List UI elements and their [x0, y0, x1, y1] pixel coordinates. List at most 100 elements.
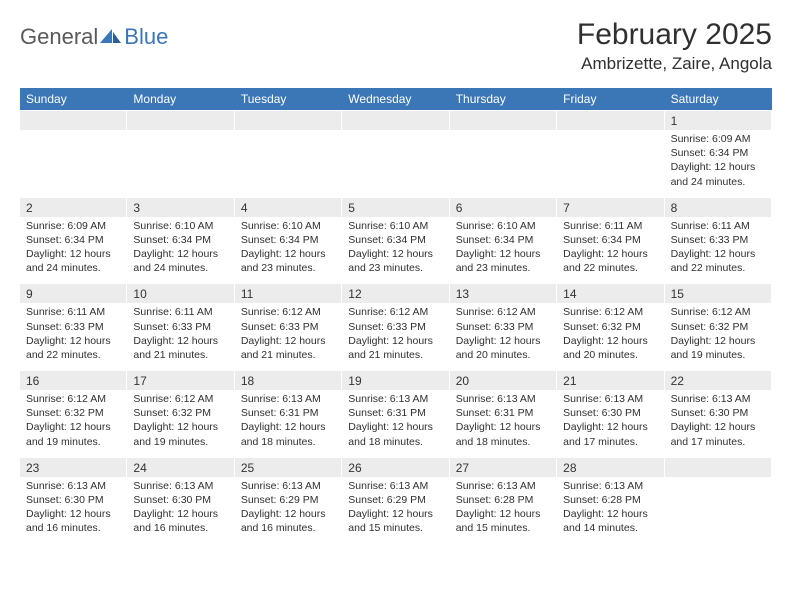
day-line: Sunset: 6:34 PM	[133, 233, 227, 247]
weekday-monday: Monday	[127, 88, 234, 110]
day-number: 24	[127, 457, 234, 477]
day-content: Sunrise: 6:11 AMSunset: 6:33 PMDaylight:…	[20, 303, 127, 370]
day-line: and 22 minutes.	[26, 348, 120, 362]
day-line: Sunset: 6:30 PM	[133, 493, 227, 507]
day-line: Sunset: 6:33 PM	[133, 320, 227, 334]
day-line: Sunrise: 6:09 AM	[671, 132, 765, 146]
day-content: Sunrise: 6:09 AMSunset: 6:34 PMDaylight:…	[665, 130, 772, 197]
day-number	[450, 110, 557, 130]
day-content: Sunrise: 6:10 AMSunset: 6:34 PMDaylight:…	[127, 217, 234, 284]
day-content: Sunrise: 6:13 AMSunset: 6:30 PMDaylight:…	[557, 390, 664, 457]
day-line: Sunrise: 6:13 AM	[241, 392, 335, 406]
day-number: 25	[235, 457, 342, 477]
day-content: Sunrise: 6:12 AMSunset: 6:32 PMDaylight:…	[665, 303, 772, 370]
day-line: and 21 minutes.	[133, 348, 227, 362]
day-line: and 24 minutes.	[26, 261, 120, 275]
day-number: 23	[20, 457, 127, 477]
day-line: Sunrise: 6:13 AM	[671, 392, 765, 406]
day-line: Sunrise: 6:13 AM	[563, 479, 657, 493]
day-line: Sunset: 6:31 PM	[241, 406, 335, 420]
day-line: Sunrise: 6:12 AM	[456, 305, 550, 319]
day-line: Sunrise: 6:11 AM	[133, 305, 227, 319]
day-line: Daylight: 12 hours	[133, 420, 227, 434]
day-line: Daylight: 12 hours	[671, 334, 765, 348]
day-line: Sunset: 6:31 PM	[348, 406, 442, 420]
day-line: Daylight: 12 hours	[133, 334, 227, 348]
day-content	[235, 130, 342, 197]
day-line: Sunset: 6:34 PM	[26, 233, 120, 247]
day-line: Daylight: 12 hours	[133, 247, 227, 261]
day-line: Sunset: 6:33 PM	[348, 320, 442, 334]
day-number: 21	[557, 370, 664, 390]
day-line: and 21 minutes.	[348, 348, 442, 362]
weekday-saturday: Saturday	[665, 88, 772, 110]
day-line: Sunset: 6:34 PM	[563, 233, 657, 247]
day-line: and 22 minutes.	[563, 261, 657, 275]
logo-sail-icon	[100, 29, 122, 45]
day-line: Sunrise: 6:13 AM	[456, 392, 550, 406]
day-line: and 17 minutes.	[563, 435, 657, 449]
day-number	[342, 110, 449, 130]
day-line: Sunset: 6:29 PM	[348, 493, 442, 507]
day-number: 7	[557, 197, 664, 217]
day-line: Sunrise: 6:12 AM	[348, 305, 442, 319]
day-line: Sunset: 6:33 PM	[241, 320, 335, 334]
day-line: Sunrise: 6:10 AM	[456, 219, 550, 233]
day-line: Daylight: 12 hours	[241, 247, 335, 261]
day-number: 20	[450, 370, 557, 390]
logo-text-blue: Blue	[124, 24, 168, 50]
day-line: and 15 minutes.	[348, 521, 442, 535]
day-content: Sunrise: 6:12 AMSunset: 6:32 PMDaylight:…	[20, 390, 127, 457]
day-content: Sunrise: 6:12 AMSunset: 6:33 PMDaylight:…	[450, 303, 557, 370]
day-content	[342, 130, 449, 197]
week-content-row: Sunrise: 6:11 AMSunset: 6:33 PMDaylight:…	[20, 303, 772, 370]
day-content: Sunrise: 6:13 AMSunset: 6:31 PMDaylight:…	[235, 390, 342, 457]
day-number: 3	[127, 197, 234, 217]
day-line: Sunrise: 6:10 AM	[133, 219, 227, 233]
day-number: 11	[235, 283, 342, 303]
weekday-wednesday: Wednesday	[342, 88, 449, 110]
day-line: Sunrise: 6:10 AM	[348, 219, 442, 233]
day-line: Sunset: 6:28 PM	[563, 493, 657, 507]
day-content	[557, 130, 664, 197]
day-line: Daylight: 12 hours	[671, 247, 765, 261]
day-line: Sunrise: 6:12 AM	[671, 305, 765, 319]
day-content: Sunrise: 6:12 AMSunset: 6:33 PMDaylight:…	[342, 303, 449, 370]
day-number: 18	[235, 370, 342, 390]
month-title: February 2025	[577, 18, 772, 52]
day-line: Sunrise: 6:13 AM	[348, 479, 442, 493]
day-line: Daylight: 12 hours	[348, 334, 442, 348]
day-number: 28	[557, 457, 664, 477]
day-line: Sunset: 6:32 PM	[133, 406, 227, 420]
week-content-row: Sunrise: 6:12 AMSunset: 6:32 PMDaylight:…	[20, 390, 772, 457]
day-line: Daylight: 12 hours	[456, 334, 550, 348]
day-line: Sunrise: 6:12 AM	[133, 392, 227, 406]
day-line: and 20 minutes.	[563, 348, 657, 362]
day-content: Sunrise: 6:13 AMSunset: 6:28 PMDaylight:…	[450, 477, 557, 544]
day-line: Sunset: 6:34 PM	[241, 233, 335, 247]
day-line: and 24 minutes.	[133, 261, 227, 275]
week-number-row: 2345678	[20, 197, 772, 217]
week-content-row: Sunrise: 6:13 AM Sunset: 6:30 PM Daylight:…	[20, 477, 772, 544]
day-content: Sunrise: 6:10 AMSunset: 6:34 PMDaylight:…	[450, 217, 557, 284]
day-line: Daylight: 12 hours	[671, 420, 765, 434]
day-line: and 23 minutes.	[456, 261, 550, 275]
day-line: Sunset: 6:34 PM	[456, 233, 550, 247]
day-content: Sunrise: 6:10 AMSunset: 6:34 PMDaylight:…	[342, 217, 449, 284]
day-number: 9	[20, 283, 127, 303]
day-line: Sunrise: 6:11 AM	[26, 305, 120, 319]
day-line: Daylight: 12 hours	[563, 247, 657, 261]
day-line: Sunrise: 6:13 AM	[241, 479, 335, 493]
day-line: and 22 minutes.	[671, 261, 765, 275]
day-line: Sunset: 6:32 PM	[563, 320, 657, 334]
day-line: Daylight: 12 hours	[26, 247, 120, 261]
day-line: Daylight: 12 hours	[26, 420, 120, 434]
day-line: Sunrise: 6:13 AM	[456, 479, 550, 493]
day-content: Sunrise: 6:13 AMSunset: 6:31 PMDaylight:…	[450, 390, 557, 457]
day-line: Daylight: 12 hours	[348, 420, 442, 434]
day-line: Daylight: 12 hours	[241, 334, 335, 348]
day-content: Sunrise: 6:13 AMSunset: 6:31 PMDaylight:…	[342, 390, 449, 457]
location: Ambrizette, Zaire, Angola	[577, 54, 772, 74]
day-line: Daylight: 12 hours	[456, 507, 550, 521]
day-line: Sunrise: 6:13 AM	[26, 479, 120, 493]
